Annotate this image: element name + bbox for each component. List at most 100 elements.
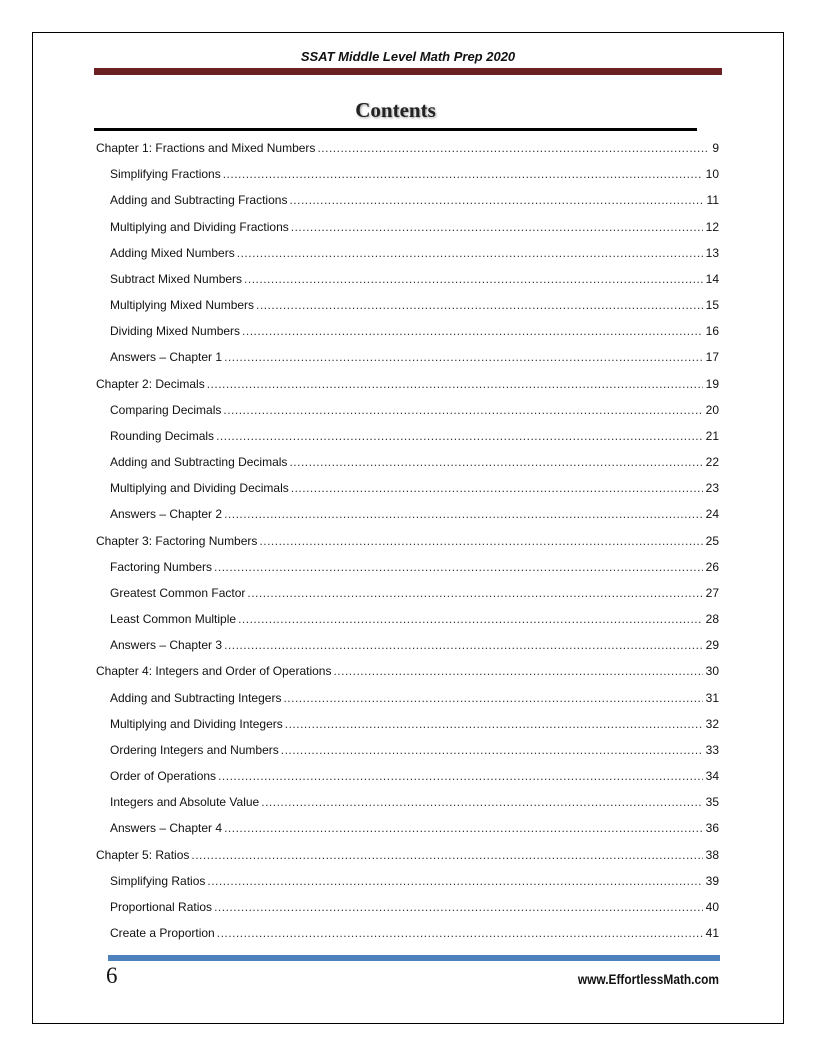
toc-entry-page: 25 (705, 533, 719, 548)
dot-leader: ........................................… (224, 350, 703, 365)
toc-section-entry[interactable]: Factoring Numbers.......................… (110, 560, 719, 576)
toc-chapter-entry[interactable]: Chapter 1: Fractions and Mixed Numbers..… (96, 141, 719, 157)
toc-section-entry[interactable]: Simplifying Ratios......................… (110, 874, 719, 890)
toc-entry-page: 15 (705, 298, 719, 313)
toc-section-entry[interactable]: Answers – Chapter 1.....................… (110, 350, 719, 366)
footer-bar (108, 955, 720, 961)
dot-leader: ........................................… (261, 795, 703, 810)
toc-entry-label: Least Common Multiple (110, 612, 237, 627)
toc-section-entry[interactable]: Adding and Subtracting Decimals.........… (110, 455, 719, 471)
dot-leader: ........................................… (224, 821, 703, 836)
toc-entry-label: Adding and Subtracting Decimals (110, 455, 288, 470)
toc-section-entry[interactable]: Greatest Common Factor..................… (110, 586, 719, 602)
toc-section-entry[interactable]: Dividing Mixed Numbers..................… (110, 324, 719, 340)
toc-entry-page: 35 (705, 795, 719, 810)
toc-section-entry[interactable]: Rounding Decimals.......................… (110, 429, 719, 445)
dot-leader: ........................................… (256, 298, 703, 313)
toc-section-entry[interactable]: Answers – Chapter 3.....................… (110, 638, 719, 654)
toc-entry-page: 23 (705, 481, 719, 496)
running-header: SSAT Middle Level Math Prep 2020 (300, 49, 516, 64)
dot-leader: ........................................… (218, 769, 703, 784)
toc-entry-page: 26 (705, 559, 719, 574)
toc-section-entry[interactable]: Multiplying Mixed Numbers...............… (110, 298, 719, 314)
toc-entry-page: 20 (705, 402, 719, 417)
dot-leader: ........................................… (242, 324, 703, 339)
page-number: 6 (106, 963, 118, 988)
toc-entry-page: 41 (705, 926, 719, 941)
toc-entry-label: Proportional Ratios (110, 899, 213, 914)
toc-section-entry[interactable]: Adding and Subtracting Fractions........… (110, 193, 719, 209)
toc-chapter-entry[interactable]: Chapter 2: Decimals.....................… (96, 377, 719, 393)
toc-entry-label: Adding and Subtracting Integers (110, 690, 282, 705)
toc-entry-page: 31 (705, 690, 719, 705)
toc-entry-label: Adding Mixed Numbers (110, 245, 235, 260)
dot-leader: ........................................… (290, 481, 703, 496)
website-url[interactable]: www.EffortlessMath.com (577, 971, 719, 987)
toc-section-entry[interactable]: Order of Operations.....................… (110, 769, 719, 785)
toc-entry-label: Order of Operations (110, 769, 217, 784)
toc-section-entry[interactable]: Proportional Ratios.....................… (110, 900, 719, 916)
contents-heading: Contents (355, 98, 436, 122)
toc-entry-page: 21 (705, 428, 719, 443)
toc-entry-page: 16 (705, 324, 719, 339)
toc-entry-label: Comparing Decimals (110, 402, 222, 417)
toc-section-entry[interactable]: Multiplying and Dividing Fractions......… (110, 220, 719, 236)
dot-leader: ........................................… (238, 612, 703, 627)
dot-leader: ........................................… (289, 455, 702, 470)
toc-entry-label: Adding and Subtracting Fractions (110, 193, 288, 208)
toc-section-entry[interactable]: Simplifying Fractions...................… (110, 167, 719, 183)
toc-entry-page: 33 (705, 742, 719, 757)
toc-entry-label: Simplifying Ratios (110, 873, 206, 888)
toc-entry-page: 38 (705, 847, 719, 862)
dot-leader: ........................................… (289, 193, 704, 208)
toc-entry-page: 12 (705, 219, 719, 234)
toc-entry-label: Rounding Decimals (110, 428, 215, 443)
dot-leader: ........................................… (224, 638, 703, 653)
toc-entry-page: 30 (705, 664, 719, 679)
dot-leader: ........................................… (317, 141, 709, 155)
toc-entry-page: 39 (705, 873, 719, 888)
toc-section-entry[interactable]: Create a Proportion.....................… (110, 926, 719, 942)
toc-entry-page: 34 (705, 769, 719, 784)
toc-entry-label: Create a Proportion (110, 926, 215, 941)
dot-leader: ........................................… (236, 245, 703, 260)
toc-section-entry[interactable]: Least Common Multiple...................… (110, 612, 719, 628)
toc-entry-page: 27 (705, 585, 719, 600)
toc-entry-label: Factoring Numbers (110, 559, 213, 574)
toc-entry-page: 13 (705, 245, 719, 260)
dot-leader: ........................................… (224, 507, 703, 522)
toc-section-entry[interactable]: Answers – Chapter 2.....................… (110, 507, 719, 523)
dot-leader: ........................................… (244, 271, 703, 286)
toc-entry-page: 24 (705, 507, 719, 522)
toc-section-entry[interactable]: Subtract Mixed Numbers..................… (110, 272, 719, 288)
toc-entry-label: Answers – Chapter 2 (110, 507, 223, 522)
toc-entry-label: Simplifying Fractions (110, 167, 221, 182)
toc-entry-page: 10 (705, 167, 719, 182)
toc-chapter-entry[interactable]: Chapter 3: Factoring Numbers............… (96, 534, 719, 550)
toc-section-entry[interactable]: Integers and Absolute Value.............… (110, 795, 719, 811)
toc-section-entry[interactable]: Comparing Decimals......................… (110, 403, 719, 419)
dot-leader: ........................................… (207, 873, 703, 888)
toc-section-entry[interactable]: Adding Mixed Numbers....................… (110, 246, 719, 262)
toc-chapter-entry[interactable]: Chapter 4: Integers and Order of Operati… (96, 664, 719, 680)
toc-entry-page: 19 (705, 376, 719, 391)
dot-leader: ........................................… (259, 533, 703, 548)
toc-chapter-entry[interactable]: Chapter 5: Ratios.......................… (96, 848, 719, 864)
toc-entry-label: Answers – Chapter 1 (110, 350, 223, 365)
dot-leader: ........................................… (206, 376, 703, 391)
toc-section-entry[interactable]: Multiplying and Dividing Decimals.......… (110, 481, 719, 497)
dot-leader: ........................................… (283, 690, 703, 705)
toc-entry-label: Chapter 1: Fractions and Mixed Numbers (96, 141, 316, 155)
page-border (32, 32, 784, 1024)
toc-entry-label: Chapter 2: Decimals (96, 376, 205, 391)
toc-section-entry[interactable]: Adding and Subtracting Integers.........… (110, 691, 719, 707)
toc-section-entry[interactable]: Ordering Integers and Numbers...........… (110, 743, 719, 759)
toc-entry-label: Greatest Common Factor (110, 585, 246, 600)
toc-section-entry[interactable]: Answers – Chapter 4.....................… (110, 821, 719, 837)
toc-entry-label: Subtract Mixed Numbers (110, 271, 243, 286)
toc-entry-label: Multiplying and Dividing Integers (110, 716, 283, 731)
toc-entry-page: 14 (705, 271, 719, 286)
dot-leader: ........................................… (247, 585, 702, 600)
toc-section-entry[interactable]: Multiplying and Dividing Integers.......… (110, 717, 719, 733)
dot-leader: ........................................… (223, 402, 703, 417)
